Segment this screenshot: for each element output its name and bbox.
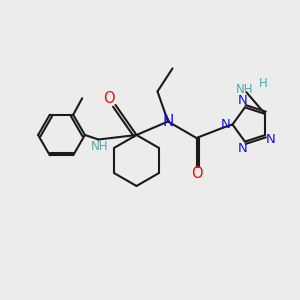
Text: O: O [103, 91, 115, 106]
Text: NH: NH [91, 140, 108, 154]
Text: N: N [162, 114, 174, 129]
Text: H: H [259, 77, 267, 90]
Text: N: N [220, 118, 230, 131]
Text: N: N [238, 94, 247, 107]
Text: N: N [266, 133, 276, 146]
Text: N: N [238, 142, 247, 155]
Text: O: O [191, 166, 203, 181]
Text: NH: NH [236, 83, 254, 96]
